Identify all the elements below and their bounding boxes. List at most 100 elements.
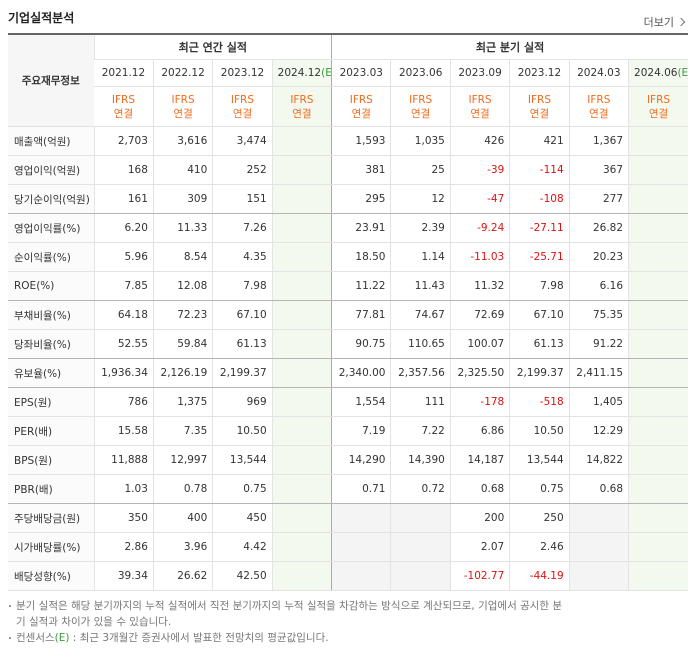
cell: 2,126.19 bbox=[152, 358, 213, 388]
cell bbox=[628, 358, 688, 388]
cell: 2.07 bbox=[449, 532, 510, 562]
cell: 295 bbox=[331, 184, 391, 214]
cell bbox=[390, 532, 451, 562]
cell bbox=[331, 503, 391, 533]
estimate-mark: (E) bbox=[321, 67, 332, 79]
cell: -47 bbox=[449, 184, 510, 214]
cell: 2,199.37 bbox=[212, 358, 273, 388]
cell bbox=[628, 474, 688, 504]
row-label: 순이익률(%) bbox=[8, 242, 94, 272]
period-header: 2023.12 bbox=[509, 59, 570, 87]
data-row: 영업이익률(%) 6.20 11.33 7.26 23.91 2.39 -9.24 -27.1… bbox=[8, 213, 688, 243]
cell: 0.75 bbox=[212, 474, 273, 504]
cell bbox=[271, 416, 332, 446]
cell: 64.18 bbox=[93, 300, 154, 330]
row-label: 영업이익률(%) bbox=[8, 213, 94, 243]
cell: 1,367 bbox=[568, 126, 629, 156]
cell: 26.62 bbox=[152, 561, 213, 591]
period: 2022.12 bbox=[161, 67, 205, 79]
basis-header: IFRS 연결 bbox=[509, 86, 570, 127]
cell: 11.22 bbox=[331, 271, 391, 301]
row-label: 당좌비율(%) bbox=[8, 329, 94, 359]
period-header: 2022.12 bbox=[152, 59, 213, 87]
cell: 7.35 bbox=[152, 416, 213, 446]
data-row: 당기순이익(억원) 161 309 151 295 12 -47 -108 277 bbox=[8, 184, 688, 214]
cell bbox=[271, 561, 332, 591]
standard: IFRS bbox=[527, 93, 551, 106]
row-label: 주당배당금(원) bbox=[8, 503, 94, 533]
cell bbox=[628, 561, 688, 591]
cell: 7.98 bbox=[212, 271, 273, 301]
basis-header: IFRS 연결 bbox=[212, 86, 273, 127]
cell: 4.42 bbox=[212, 532, 273, 562]
cell: 26.82 bbox=[568, 213, 629, 243]
cell: 0.78 bbox=[152, 474, 213, 504]
scope: 연결 bbox=[113, 107, 134, 120]
cell: 0.68 bbox=[449, 474, 510, 504]
cell bbox=[390, 503, 451, 533]
cell: 200 bbox=[449, 503, 510, 533]
cell: 309 bbox=[152, 184, 213, 214]
cell: 72.23 bbox=[152, 300, 213, 330]
standard: IFRS bbox=[171, 93, 195, 106]
standard: IFRS bbox=[587, 93, 611, 106]
cell: 2,357.56 bbox=[390, 358, 451, 388]
standard: IFRS bbox=[646, 93, 671, 106]
scope: 연결 bbox=[292, 107, 312, 120]
period: 2021.12 bbox=[101, 67, 146, 79]
cell: 12.29 bbox=[568, 416, 629, 446]
period: 2024.03 bbox=[577, 67, 621, 79]
note-text: : 최근 3개월간 증권사에서 발표한 전망치의 평균값입니다. bbox=[69, 632, 329, 644]
cell: 410 bbox=[152, 155, 213, 185]
cell: 18.50 bbox=[331, 242, 391, 272]
cell: 11.43 bbox=[390, 271, 451, 301]
data-row: 매출액(억원) 2,703 3,616 3,474 1,593 1,035 426 421 1,… bbox=[8, 126, 688, 156]
cell: 25 bbox=[390, 155, 451, 185]
cell: 1,554 bbox=[331, 387, 391, 417]
cell: 1,035 bbox=[390, 126, 451, 156]
standard: IFRS bbox=[230, 93, 255, 106]
cell: 4.35 bbox=[212, 242, 273, 272]
header-row: 주요재무정보 최근 연간 실적 최근 분기 실적 bbox=[8, 34, 688, 127]
cell: 7.85 bbox=[93, 271, 154, 301]
cell: 168 bbox=[93, 155, 154, 185]
period-header: 2023.06 bbox=[390, 59, 451, 87]
period-header: 2024.06(E) bbox=[628, 59, 688, 87]
cell bbox=[271, 358, 332, 388]
cell bbox=[628, 387, 688, 417]
notes: 분기 실적은 해당 분기까지의 누적 실적에서 직전 분기까지의 누적 실적을 … bbox=[8, 598, 568, 646]
cell: 1,375 bbox=[152, 387, 213, 417]
cell: 39.34 bbox=[93, 561, 154, 591]
cell: 91.22 bbox=[568, 329, 629, 359]
cell bbox=[271, 184, 332, 214]
note-text: 분기 실적은 해당 분기까지의 누적 실적에서 직전 분기까지의 누적 실적을 … bbox=[16, 600, 563, 628]
note: 컨센서스(E) : 최근 3개월간 증권사에서 발표한 전망치의 평균값입니다. bbox=[8, 630, 568, 646]
cell: 786 bbox=[93, 387, 154, 417]
cell bbox=[628, 329, 688, 359]
basis-header: IFRS 연결 bbox=[449, 86, 510, 127]
cell: -108 bbox=[509, 184, 570, 214]
cell: 12,997 bbox=[152, 445, 213, 475]
cell: 161 bbox=[93, 184, 154, 214]
period-header: 2023.12 bbox=[212, 59, 273, 87]
cell: 90.75 bbox=[331, 329, 391, 359]
cell: 250 bbox=[509, 503, 570, 533]
scope: 연결 bbox=[589, 107, 609, 120]
cell: 2,703 bbox=[93, 126, 154, 156]
cell: 6.16 bbox=[568, 271, 629, 301]
cell bbox=[271, 532, 332, 562]
cell: 350 bbox=[93, 503, 154, 533]
cell: 72.69 bbox=[449, 300, 510, 330]
cell: 8.54 bbox=[152, 242, 213, 272]
cell: 13,544 bbox=[212, 445, 273, 475]
cell: 74.67 bbox=[390, 300, 451, 330]
cell: 52.55 bbox=[93, 329, 154, 359]
cell bbox=[271, 503, 332, 533]
cell: 381 bbox=[331, 155, 391, 185]
more-link[interactable]: 더보기 bbox=[644, 14, 684, 30]
row-label: 시가배당률(%) bbox=[8, 532, 94, 562]
cell: 110.65 bbox=[390, 329, 451, 359]
period: 2024.12 bbox=[277, 67, 322, 79]
header-row: 2021.122022.122023.122024.12(E)2023.0320… bbox=[8, 59, 688, 87]
